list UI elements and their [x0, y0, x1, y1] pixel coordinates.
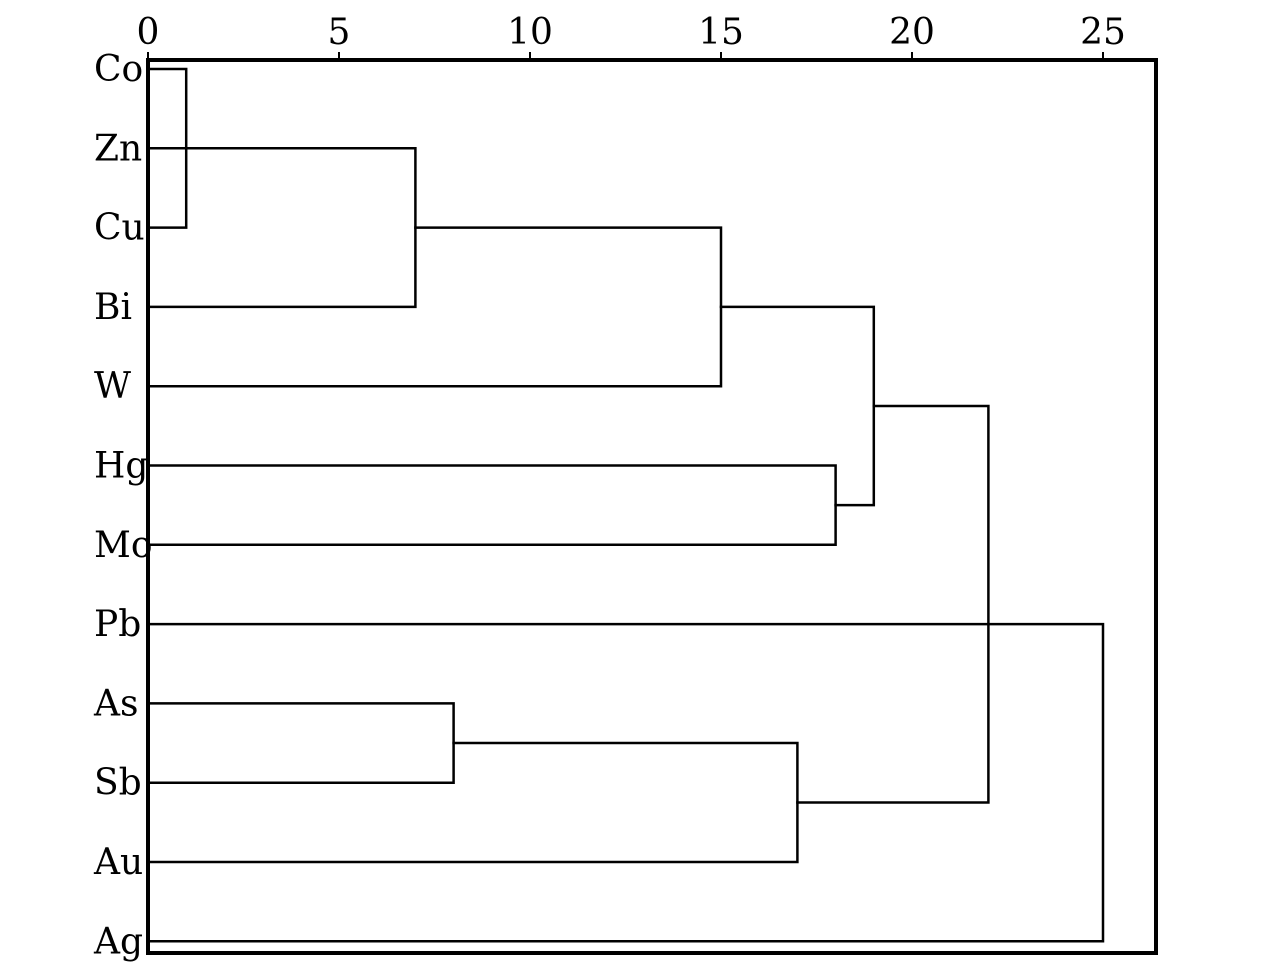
x-tick-label: 15 [698, 12, 744, 53]
x-tick-label: 5 [328, 12, 351, 53]
leaf-label-w: W [94, 366, 131, 407]
leaf-label-sb: Sb [94, 763, 142, 804]
leaf-label-zn: Zn [94, 128, 142, 169]
leaf-label-co: Co [94, 49, 143, 90]
merge-link-10 [146, 622, 1105, 943]
x-tick-label: 20 [889, 12, 935, 53]
leaf-label-mo: Mo [94, 525, 153, 566]
leaf-label-au: Au [93, 842, 143, 883]
leaf-label-hg: Hg [94, 446, 148, 487]
leaf-label-as: As [93, 683, 138, 724]
dendrogram-links [146, 67, 1105, 943]
x-tick-label: 25 [1080, 12, 1126, 53]
leaf-label-pb: Pb [94, 604, 141, 645]
x-tick-label: 10 [507, 12, 553, 53]
leaf-label-ag: Ag [93, 921, 143, 962]
leaf-label-cu: Cu [94, 208, 145, 249]
merge-link-7 [146, 702, 455, 784]
merge-link-6 [719, 305, 876, 507]
merge-link-5 [146, 464, 837, 547]
x-tick-label: 0 [137, 12, 160, 53]
x-axis-ticks: 0 5 10 15 20 25 [137, 12, 1126, 60]
leaf-label-bi: Bi [94, 287, 132, 328]
merge-link-8 [146, 741, 799, 864]
merge-link-9 [796, 404, 990, 804]
plot-frame [146, 58, 1158, 955]
leaf-labels: Co Zn Cu Bi W Hg Mo Pb As Sb Au Ag [93, 49, 153, 962]
merge-link-3 [146, 147, 417, 309]
